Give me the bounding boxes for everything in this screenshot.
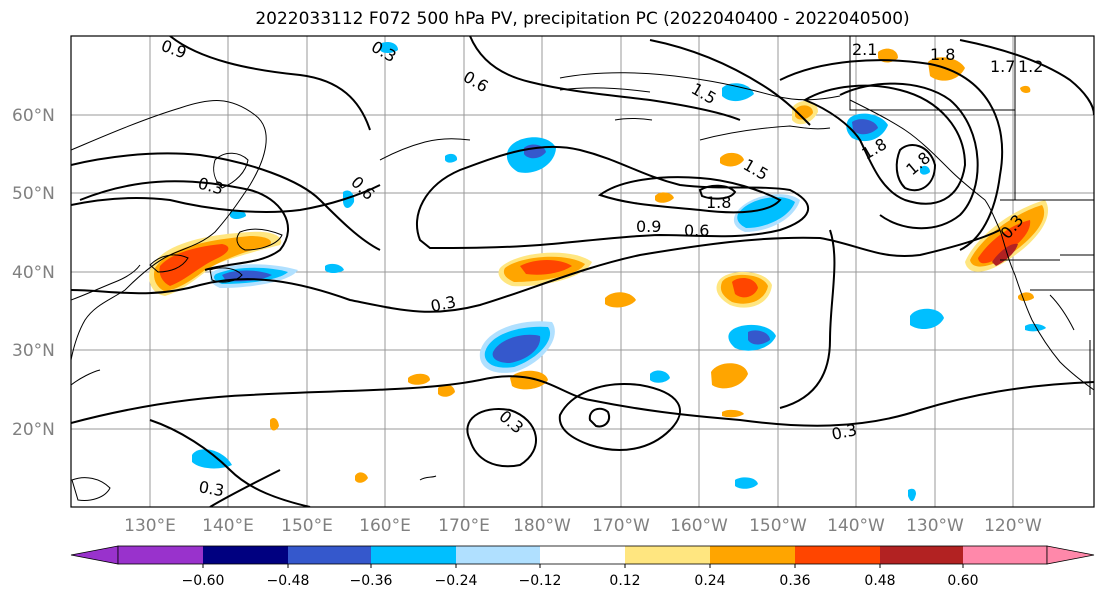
latitude-labels: 60°N 50°N 40°N 30°N 20°N [12, 106, 55, 440]
colorbar-segment [795, 546, 881, 564]
colorbar-tick-label: −0.36 [350, 573, 393, 589]
colorbar-extend-max [1046, 545, 1095, 565]
colorbar-segment [540, 546, 626, 564]
longitude-labels: 130°E 140°E 150°E 160°E 170°E 180°W 170°… [124, 516, 1042, 536]
lon-label: 170°W [592, 516, 650, 536]
lon-label: 180°W [513, 516, 571, 536]
map-frame [70, 35, 1095, 508]
contour-label: 2.1 [852, 40, 877, 59]
contour-label: 0.9 [636, 217, 661, 236]
contour-label: 0.3 [830, 420, 859, 444]
lat-label: 50°N [12, 184, 55, 204]
colorbar-segment [288, 546, 372, 564]
precipitation-shading [149, 42, 1049, 502]
contour-label: 1.2 [1018, 57, 1043, 76]
colorbar-segments [117, 545, 1048, 565]
map-title: 2022033112 F072 500 hPa PV, precipitatio… [255, 9, 910, 29]
lat-label: 40°N [12, 263, 55, 283]
colorbar-segment [963, 546, 1048, 564]
contour-label: 0.3 [197, 477, 225, 500]
colorbar-tick-label: 0.12 [609, 573, 640, 589]
colorbar-tick-label: 0.36 [779, 573, 810, 589]
contour-label: 0.6 [684, 221, 709, 240]
lat-label: 30°N [12, 341, 55, 361]
lon-label: 130°E [124, 516, 176, 536]
colorbar-ticks: −0.60 −0.48 −0.36 −0.24 −0.12 0.12 0.24 0.36 0.4… [182, 564, 979, 589]
contour-label: 1.8 [930, 45, 955, 64]
lon-label: 150°E [281, 516, 333, 536]
colorbar-segment [625, 546, 711, 564]
lat-label: 60°N [12, 106, 55, 126]
colorbar-segment [203, 546, 289, 564]
colorbar-segment [118, 546, 204, 564]
lon-label: 150°W [749, 516, 807, 536]
lon-label: 160°W [670, 516, 728, 536]
colorbar-segment [456, 546, 541, 564]
colorbar-tick-label: 0.60 [947, 573, 978, 589]
lat-label: 20°N [12, 420, 55, 440]
colorbar-tick-label: 0.24 [694, 573, 725, 589]
contour-label: 1.7 [990, 57, 1015, 76]
lon-label: 140°E [202, 516, 254, 536]
lon-label: 140°W [827, 516, 885, 536]
colorbar-extend-min [70, 545, 119, 565]
lon-label: 160°E [359, 516, 411, 536]
colorbar-tick-label: 0.48 [864, 573, 895, 589]
colorbar-segment [880, 546, 964, 564]
colorbar-tick-label: −0.12 [519, 573, 562, 589]
colorbar-tick-label: −0.48 [267, 573, 310, 589]
lon-label: 120°W [984, 516, 1042, 536]
colorbar-segment [371, 546, 457, 564]
colorbar-tick-label: −0.24 [435, 573, 478, 589]
lon-label: 170°E [438, 516, 490, 536]
colorbar-tick-label: −0.60 [182, 573, 225, 589]
contour-label: 0.3 [429, 292, 458, 316]
colorbar-segment [710, 546, 796, 564]
contour-label: 1.8 [706, 193, 731, 212]
pv-contours [71, 36, 1094, 507]
colorbar: −0.60 −0.48 −0.36 −0.24 −0.12 0.12 0.24 0.36 0.4… [70, 545, 1095, 589]
lon-label: 130°W [906, 516, 964, 536]
